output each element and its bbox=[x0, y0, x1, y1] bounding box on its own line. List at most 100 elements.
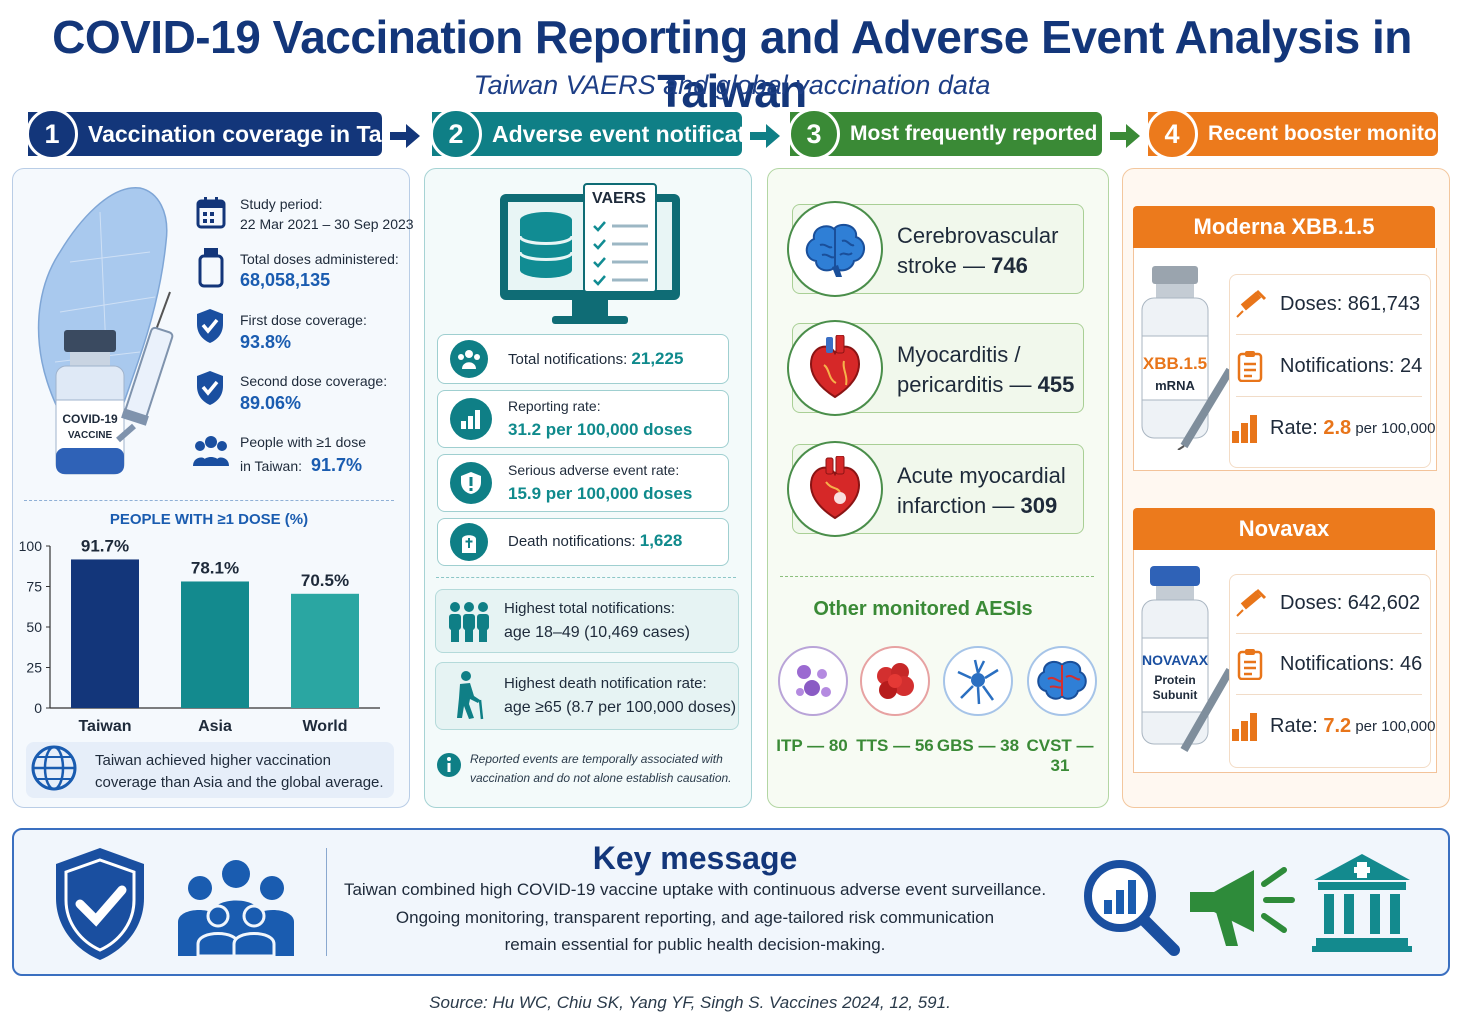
aesi-myocarditis-line2: pericarditis — bbox=[897, 372, 1038, 397]
vial-label-2: VACCINE bbox=[67, 430, 113, 441]
shield-alert-icon bbox=[450, 462, 492, 504]
coverage-note-box bbox=[26, 742, 394, 798]
novavax-rate-value: 7.2 bbox=[1323, 714, 1352, 737]
novavax-vial-label-2: Protein bbox=[1154, 673, 1196, 687]
study-period-label: Study period: bbox=[240, 196, 323, 212]
novavax-notifications: Notifications: 46 bbox=[1280, 652, 1423, 675]
magnifier-chart-icon bbox=[1084, 860, 1180, 956]
aesi-infarction-line1: Acute myocardial bbox=[897, 463, 1066, 488]
highest-death-line2: age ≥65 (8.7 per 100,000 doses) bbox=[504, 699, 737, 716]
serious-rate-value: 15.9 per 100,000 doses bbox=[508, 484, 693, 503]
vaers-label: VAERS bbox=[592, 190, 646, 207]
moderna-stats-box bbox=[1229, 274, 1431, 468]
serious-rate-card: Serious adverse event rate: 15.9 per 100… bbox=[437, 454, 729, 512]
arrow-icon bbox=[750, 124, 780, 148]
chart-y-tick-label: 75 bbox=[26, 579, 42, 595]
disclaimer: Reported events are temporally associate… bbox=[470, 752, 732, 785]
aesi-infarction-value: 309 bbox=[1020, 493, 1058, 518]
step-1-label: Vaccination coverage in Taiwan bbox=[88, 120, 433, 147]
clipboard-icon bbox=[1230, 350, 1270, 382]
highest-death-box bbox=[435, 662, 739, 730]
step-2-number: 2 bbox=[430, 108, 482, 160]
bar-chart-icon bbox=[1230, 711, 1260, 741]
highest-total-line2: age 18–49 (10,469 cases) bbox=[504, 624, 690, 641]
aesi-stroke-value: 746 bbox=[991, 253, 1028, 278]
other-aesi-cvst: CVST — 31 bbox=[1026, 736, 1094, 775]
other-aesi-title: Other monitored AESIs bbox=[813, 598, 1033, 620]
step-4-label: Recent booster monitoring bbox=[1208, 122, 1464, 145]
moderna-notifications: Notifications: 24 bbox=[1280, 354, 1423, 377]
bar-chart-icon bbox=[1230, 413, 1260, 443]
step-3-header: 3 Most frequently reported AESIs bbox=[788, 108, 1163, 160]
government-building-icon bbox=[1312, 854, 1412, 952]
highest-total-line1: Highest total notifications: bbox=[504, 600, 675, 617]
chart-y-tick-label: 0 bbox=[34, 700, 42, 716]
chart-y-tick-label: 50 bbox=[26, 619, 42, 635]
aesi-myocarditis-card: Myocarditis / pericarditis — 455 bbox=[787, 320, 1084, 416]
moderna-rate-suffix: per 100,000 bbox=[1351, 419, 1436, 437]
novavax-stats-box bbox=[1229, 574, 1431, 768]
serious-rate-label: Serious adverse event rate: bbox=[508, 462, 680, 478]
heart-infarction-icon bbox=[787, 441, 883, 537]
chart-bar bbox=[71, 559, 139, 708]
syringe-icon bbox=[1230, 289, 1270, 319]
chart-bar bbox=[181, 581, 249, 708]
chart-title: PEOPLE WITH ≥1 DOSE (%) bbox=[109, 511, 309, 528]
key-message-line3: remain essential for public health decis… bbox=[504, 935, 886, 954]
neuron-icon bbox=[943, 646, 1013, 716]
step-2-header: 2 Adverse event notifications bbox=[430, 108, 792, 160]
step-1-header: 1 Vaccination coverage in Taiwan bbox=[26, 108, 433, 160]
heart-icon bbox=[787, 320, 883, 416]
reporting-rate-value: 31.2 per 100,000 doses bbox=[508, 420, 693, 439]
moderna-notifications-row: Notifications: 24 bbox=[1230, 336, 1430, 396]
thrombus-icon bbox=[860, 646, 930, 716]
divider bbox=[1236, 633, 1422, 634]
step-3-number: 3 bbox=[788, 108, 840, 160]
people-group-icon bbox=[193, 436, 229, 466]
moderna-vial-label-1: XBB.1.5 bbox=[1142, 354, 1208, 373]
moderna-rate-prefix: Rate: bbox=[1270, 416, 1324, 439]
aesi-stroke-line1: Cerebrovascular bbox=[897, 223, 1059, 248]
death-notifications-card: Death notifications: 1,628 bbox=[437, 518, 729, 566]
moderna-rate-row: Rate: 2.8 per 100,000 bbox=[1230, 398, 1435, 458]
step-2-label: Adverse event notifications bbox=[492, 120, 793, 147]
highest-death-line1: Highest death notification rate: bbox=[504, 675, 707, 692]
key-message-line1: Taiwan combined high COVID-19 vaccine up… bbox=[343, 880, 1047, 899]
vial-icon bbox=[198, 248, 224, 288]
novavax-rate-suffix: per 100,000 bbox=[1351, 717, 1436, 735]
calendar-icon bbox=[196, 197, 226, 229]
brain-vessels-icon bbox=[1027, 646, 1097, 716]
vial-label-1: COVID-19 bbox=[62, 412, 118, 426]
chart-data-label: 78.1% bbox=[191, 558, 239, 577]
death-notifications-value: 1,628 bbox=[639, 531, 683, 550]
aesi-stroke-card: Cerebrovascular stroke — 746 bbox=[787, 201, 1084, 297]
chart-bar bbox=[291, 593, 359, 708]
clipboard-icon bbox=[1230, 648, 1270, 680]
people-group-icon bbox=[449, 602, 489, 642]
novavax-doses: Doses: 642,602 bbox=[1280, 591, 1421, 614]
arrow-icon bbox=[1110, 124, 1140, 148]
source-citation: Source: Hu WC, Chiu SK, Yang YF, Singh S… bbox=[429, 993, 951, 1012]
brain-icon bbox=[787, 201, 883, 297]
novavax-notifications-row: Notifications: 46 bbox=[1230, 634, 1430, 694]
total-notifications-label: Total notifications: bbox=[508, 351, 628, 368]
doses-label: Total doses administered: bbox=[240, 251, 399, 267]
aesi-stroke-line2: stroke — bbox=[897, 253, 992, 278]
moderna-rate-value: 2.8 bbox=[1323, 416, 1352, 439]
chart-category-label: World bbox=[302, 718, 347, 735]
moderna-vial-label-2: mRNA bbox=[1155, 378, 1195, 393]
reporting-rate-card: Reporting rate: 31.2 per 100,000 doses bbox=[437, 390, 729, 448]
syringe-icon bbox=[116, 291, 174, 443]
novavax-header: Novavax bbox=[1133, 508, 1435, 550]
community-group-icon bbox=[178, 860, 294, 956]
other-aesi-tts: TTS — 56 bbox=[856, 736, 934, 755]
doses-value: 68,058,135 bbox=[240, 270, 331, 290]
novavax-vial-label-3: Subunit bbox=[1152, 688, 1198, 702]
coverage-note: Taiwan achieved higher vaccination cover… bbox=[95, 752, 384, 791]
aesi-infarction-line2: infarction — bbox=[897, 493, 1021, 518]
shield-check-icon bbox=[197, 371, 223, 405]
people-label-1: People with ≥1 dose bbox=[240, 434, 366, 450]
divider bbox=[436, 577, 736, 578]
coverage-bar-chart: 0 25 50 75 100 91.7% Taiwan 78.1% Asia 70.5% World bbox=[19, 536, 380, 735]
chart-data-label: 70.5% bbox=[301, 571, 349, 590]
